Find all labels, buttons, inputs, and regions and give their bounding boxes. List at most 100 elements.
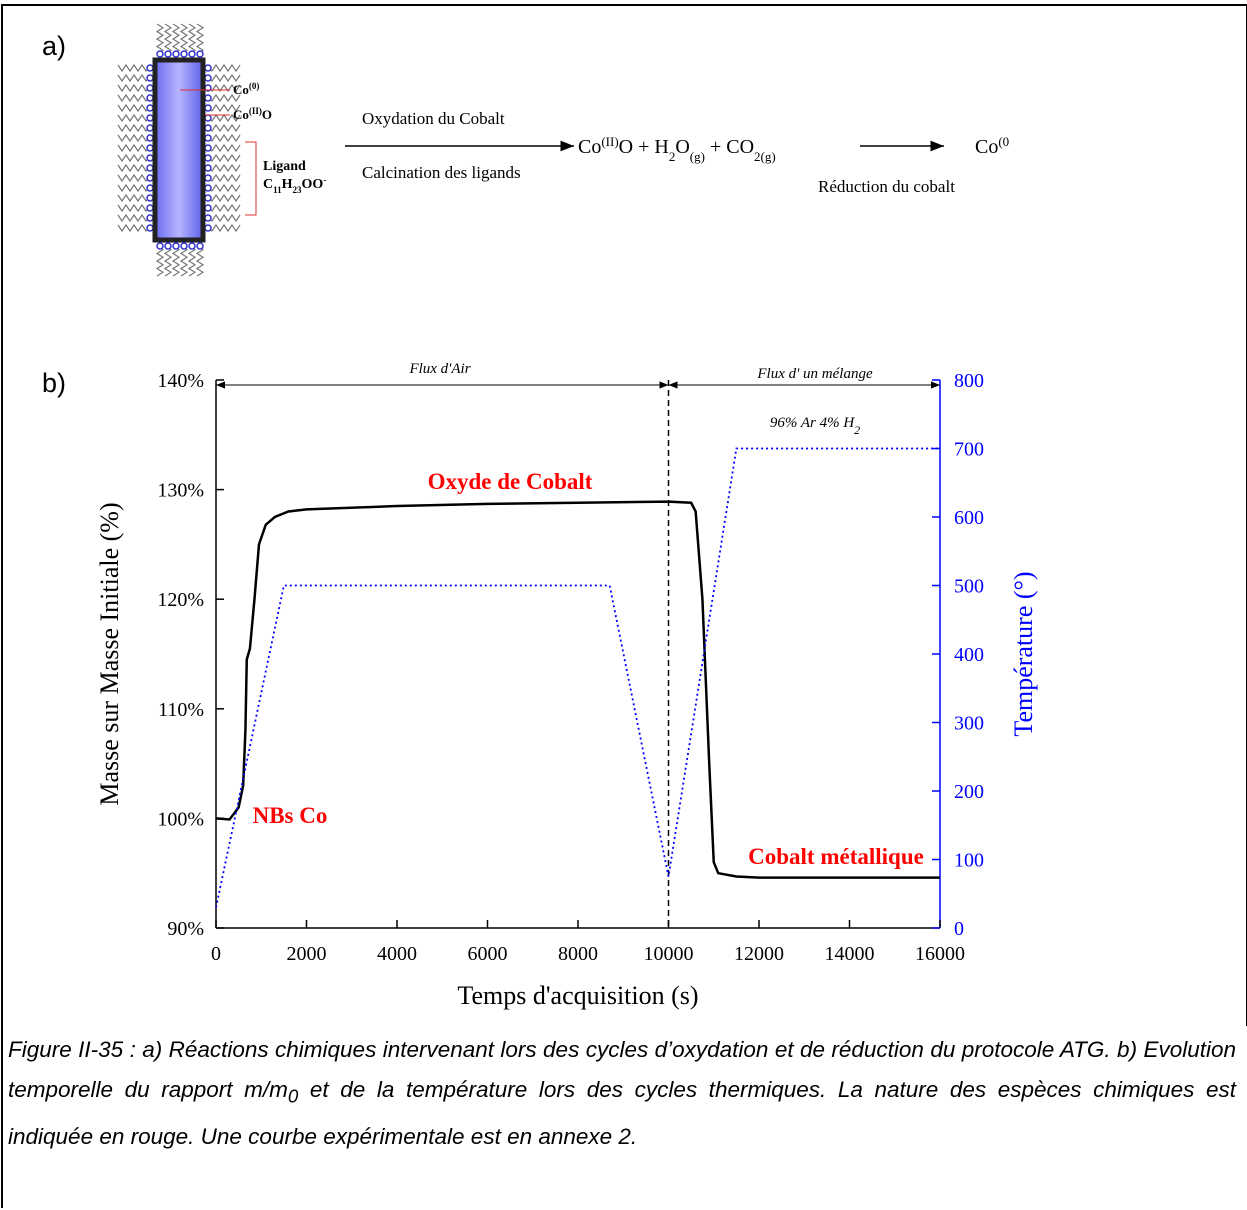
ligand-head xyxy=(204,164,212,172)
annotation: NBs Co xyxy=(253,803,328,828)
ligand xyxy=(117,193,151,203)
text: Co xyxy=(233,82,249,97)
ligand xyxy=(117,153,151,163)
ligand xyxy=(117,83,151,93)
annotation-text: 2 xyxy=(854,423,860,437)
ligand-head xyxy=(146,74,154,82)
x-tick-label: 8000 xyxy=(558,943,598,965)
ligand-head xyxy=(164,50,172,58)
ligand-head xyxy=(204,224,212,232)
y-axis-label: Masse sur Masse Initiale (%) xyxy=(95,502,124,805)
annotation-text: Cobalt métallique xyxy=(748,844,924,869)
ligand-head xyxy=(146,194,154,202)
ligand-head xyxy=(164,242,172,250)
ligand-head xyxy=(204,144,212,152)
ligand xyxy=(207,83,241,93)
y-tick-label: 120% xyxy=(157,589,204,611)
text: (0) xyxy=(249,81,260,91)
caption-text: Figure II-35 : a) Réactions chimiques in… xyxy=(8,1037,1236,1102)
ligand-head xyxy=(172,242,180,250)
ligand xyxy=(207,153,241,163)
annotation-text: Flux d' un mélange xyxy=(756,366,873,382)
ligand xyxy=(207,103,241,113)
ligand xyxy=(171,23,181,55)
y2-tick-label: 600 xyxy=(954,507,984,529)
y2-tick-label: 800 xyxy=(954,370,984,392)
label-co0: Co(0) xyxy=(233,81,259,97)
ligand xyxy=(117,213,151,223)
ligand xyxy=(117,73,151,83)
annotation-text: NBs Co xyxy=(253,803,328,828)
ligand-head xyxy=(204,194,212,202)
ligand-head xyxy=(146,94,154,102)
annotation: Flux d' un mélange xyxy=(756,366,873,382)
ligand-head xyxy=(146,104,154,112)
ligand-head xyxy=(204,114,212,122)
text: (g) xyxy=(690,149,705,164)
ligand-head xyxy=(146,84,154,92)
ligand-head xyxy=(146,64,154,72)
text: O + H xyxy=(619,136,669,158)
text: Co xyxy=(233,107,249,122)
ligand-head xyxy=(204,64,212,72)
ligand xyxy=(163,23,173,55)
text: O xyxy=(675,136,689,158)
reaction-final: Co(0 xyxy=(975,134,1009,159)
reaction-product: Co(II)O + H2O(g) + CO2(g) xyxy=(578,134,776,164)
panel-label: a) xyxy=(42,31,66,61)
label-coiio: Co(II)O xyxy=(233,106,272,122)
ligand-head xyxy=(204,94,212,102)
y2-tick-label: 300 xyxy=(954,713,984,735)
text: 11 xyxy=(273,185,282,195)
x-tick-label: 14000 xyxy=(825,943,875,965)
ligand xyxy=(207,173,241,183)
x-tick-label: 2000 xyxy=(287,943,327,965)
ligand xyxy=(117,223,151,233)
ligand-head xyxy=(188,50,196,58)
ligand xyxy=(207,203,241,213)
ligand xyxy=(117,133,151,143)
ligand xyxy=(155,245,165,277)
ligand xyxy=(171,245,181,277)
y2-axis-label: Température (°) xyxy=(1009,571,1038,736)
ligand xyxy=(117,63,151,73)
y2-tick-label: 200 xyxy=(954,781,984,803)
x-tick-label: 16000 xyxy=(915,943,965,965)
y2-tick-label: 400 xyxy=(954,644,984,666)
annotation: Oxyde de Cobalt xyxy=(428,469,593,494)
annotation: 96% Ar 4% H2 xyxy=(770,415,860,437)
reaction-label: Réduction du cobalt xyxy=(818,177,955,196)
text: O xyxy=(262,107,272,122)
figure: a) Co(0) Co(II)O Ligand C11H23OO- Oxydat… xyxy=(42,23,1038,1010)
nanorod xyxy=(152,57,206,243)
ligand xyxy=(117,123,151,133)
ligand-head xyxy=(204,104,212,112)
ligand-head xyxy=(204,124,212,132)
ligand-head xyxy=(204,174,212,182)
ligand xyxy=(207,73,241,83)
text: 2(g) xyxy=(754,149,776,164)
y2-tick-label: 700 xyxy=(954,439,984,461)
text: - xyxy=(323,175,326,185)
caption: Figure II-35 : a) Réactions chimiques in… xyxy=(8,1030,1236,1157)
ligand xyxy=(163,245,173,277)
ligand xyxy=(207,163,241,173)
ligand-head xyxy=(146,204,154,212)
ligand xyxy=(117,183,151,193)
text: 23 xyxy=(293,185,303,195)
y2-tick-label: 0 xyxy=(954,918,964,940)
ligand xyxy=(117,103,151,113)
ligand-head xyxy=(204,204,212,212)
y-tick-label: 100% xyxy=(157,808,204,830)
bracket xyxy=(245,141,257,216)
ligand-head xyxy=(204,134,212,142)
text: H xyxy=(282,177,293,192)
ligand-head xyxy=(204,214,212,222)
annotation-text: 96% Ar 4% H xyxy=(770,415,855,431)
label-ligand-formula: C11H23OO- xyxy=(263,175,326,195)
ligand-head xyxy=(156,50,164,58)
caption-text: 0 xyxy=(287,1085,299,1107)
text: Co xyxy=(578,136,601,158)
reaction-label: Oxydation du Cobalt xyxy=(362,109,505,128)
